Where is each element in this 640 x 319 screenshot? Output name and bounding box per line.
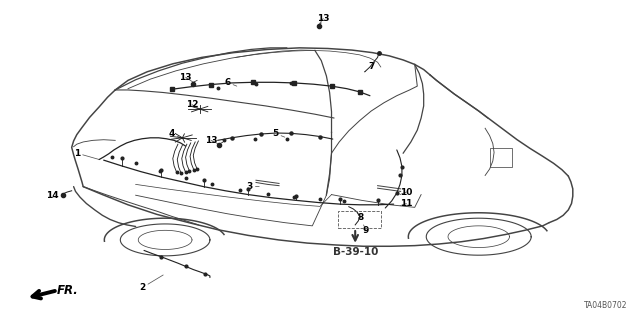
- Text: 13: 13: [317, 14, 330, 25]
- Text: 9: 9: [363, 225, 369, 235]
- Text: 11: 11: [400, 199, 413, 208]
- Text: 2: 2: [139, 275, 163, 292]
- Text: 7: 7: [365, 63, 374, 72]
- Text: FR.: FR.: [56, 284, 78, 297]
- Text: 13: 13: [179, 73, 193, 82]
- Text: 14: 14: [46, 191, 63, 200]
- Text: 10: 10: [400, 188, 413, 197]
- Text: 6: 6: [224, 78, 237, 87]
- Text: 8: 8: [357, 212, 364, 222]
- Text: B-39-10: B-39-10: [333, 247, 378, 257]
- Bar: [338, 211, 381, 228]
- Text: 1: 1: [74, 149, 99, 160]
- Text: 5: 5: [272, 129, 285, 138]
- Text: 3: 3: [246, 182, 259, 191]
- Text: 12: 12: [186, 100, 200, 109]
- Text: 4: 4: [168, 129, 182, 139]
- Text: 13: 13: [205, 136, 219, 145]
- Text: TA04B0702: TA04B0702: [584, 301, 627, 310]
